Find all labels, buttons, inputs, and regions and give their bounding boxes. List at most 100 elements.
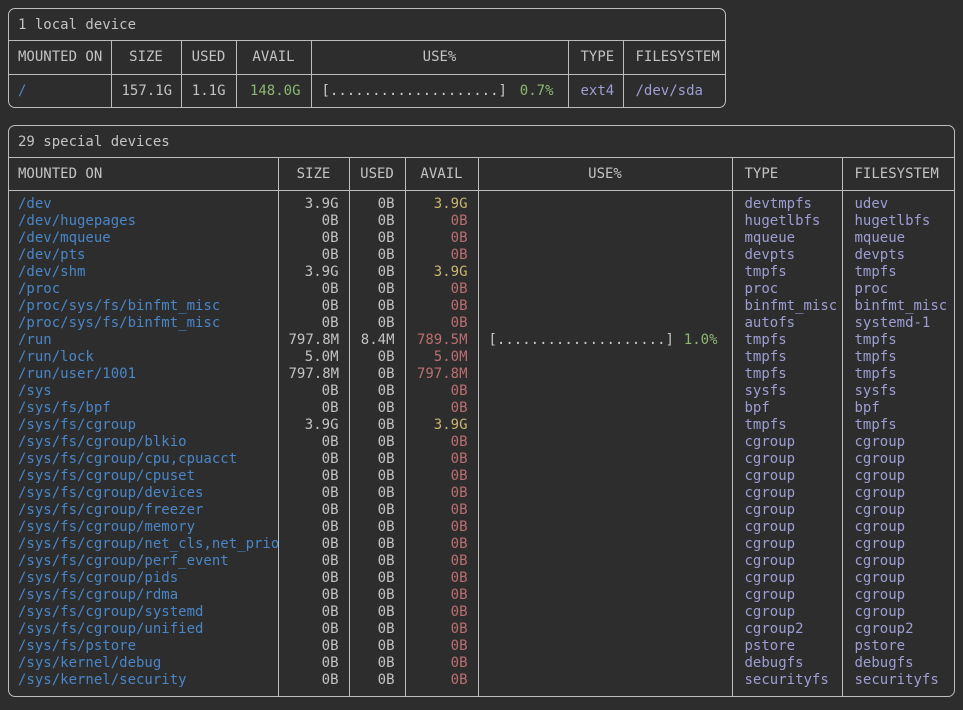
used-cell: 0B <box>348 366 405 383</box>
use-percent-cell <box>477 672 732 696</box>
table-row: /proc/sys/fs/binfmt_misc 0B 0B 0B binfmt_mis… <box>9 298 954 315</box>
filesystem-cell: cgroup <box>841 485 954 502</box>
mounted-on-cell: /run <box>18 332 52 348</box>
mounted-on-cell: /dev <box>18 196 52 212</box>
use-percent-cell <box>477 247 732 264</box>
table-row: /sys/fs/cgroup/cpu,cpuacct 0B 0B 0B cgroup cg… <box>9 451 954 468</box>
table-row: /sys/fs/cgroup/cpuset 0B 0B 0B cgroup cgroup <box>9 468 954 485</box>
used-cell: 0B <box>348 655 405 672</box>
table-row: /run/lock 5.0M 0B 5.0M tmpfs tmpfs <box>9 349 954 366</box>
table-row: /proc 0B 0B 0B proc proc <box>9 281 954 298</box>
filesystem-cell: mqueue <box>841 230 954 247</box>
avail-cell: 0B <box>404 315 478 332</box>
used-cell: 0B <box>348 298 405 315</box>
table-row: /sys/fs/cgroup/perf_event 0B 0B 0B cgroup cgr… <box>9 553 954 570</box>
table-row: /sys/fs/cgroup/systemd 0B 0B 0B cgroup cgroup <box>9 604 954 621</box>
type-cell: ext4 <box>567 74 623 107</box>
use-percent-cell <box>477 213 732 230</box>
avail-cell: 0B <box>404 434 478 451</box>
used-cell: 0B <box>348 502 405 519</box>
size-cell: 0B <box>277 383 349 400</box>
table-row: /sys 0B 0B 0B sysfs sysfs <box>9 383 954 400</box>
avail-cell: 3.9G <box>404 190 478 213</box>
avail-cell: 0B <box>404 281 478 298</box>
used-cell: 0B <box>348 230 405 247</box>
column-header-used: USED <box>348 157 405 191</box>
avail-cell: 0B <box>404 621 478 638</box>
type-cell: hugetlbfs <box>731 213 842 230</box>
mounted-on-cell: / <box>18 82 27 99</box>
type-cell: cgroup <box>731 536 842 553</box>
type-cell: devpts <box>731 247 842 264</box>
use-percent-cell <box>477 281 732 298</box>
mounted-on-cell: /proc/sys/fs/binfmt_misc <box>18 315 221 331</box>
table-title: 1 local device <box>9 9 725 41</box>
table-row: /sys/kernel/debug 0B 0B 0B debugfs debugfs <box>9 655 954 672</box>
mounted-on-cell: /sys/fs/cgroup <box>18 417 137 433</box>
filesystem-cell: tmpfs <box>841 332 954 349</box>
mounted-on-cell: /proc/sys/fs/binfmt_misc <box>18 298 221 314</box>
avail-cell: 0B <box>404 451 478 468</box>
type-cell: cgroup <box>731 485 842 502</box>
use-percent-cell <box>477 536 732 553</box>
type-cell: devtmpfs <box>731 190 842 213</box>
device-table: MOUNTED ON SIZE USED AVAIL USE% TYPE FILESYSTE… <box>9 157 954 696</box>
size-cell: 0B <box>277 638 349 655</box>
table-row: /run/user/1001 797.8M 0B 797.8M tmpfs tmpfs <box>9 366 954 383</box>
mounted-on-cell: /sys <box>18 383 52 399</box>
filesystem-cell: udev <box>841 190 954 213</box>
size-cell: 0B <box>277 570 349 587</box>
type-cell: cgroup <box>731 519 842 536</box>
mounted-on-cell: /sys/fs/cgroup/pids <box>18 570 179 586</box>
used-cell: 0B <box>348 638 405 655</box>
used-cell: 0B <box>348 383 405 400</box>
used-cell: 8.4M <box>348 332 405 349</box>
type-cell: pstore <box>731 638 842 655</box>
type-cell: mqueue <box>731 230 842 247</box>
used-cell: 0B <box>348 553 405 570</box>
table-row: /dev/mqueue 0B 0B 0B mqueue mqueue <box>9 230 954 247</box>
size-cell: 0B <box>277 502 349 519</box>
size-cell: 0B <box>277 298 349 315</box>
avail-cell: 0B <box>404 298 478 315</box>
avail-cell: 0B <box>404 230 478 247</box>
size-cell: 0B <box>277 434 349 451</box>
use-percent-cell <box>477 587 732 604</box>
filesystem-cell: /dev/sda <box>622 74 725 107</box>
type-cell: cgroup <box>731 451 842 468</box>
filesystem-cell: hugetlbfs <box>841 213 954 230</box>
type-cell: sysfs <box>731 383 842 400</box>
mounted-on-cell: /sys/kernel/security <box>18 672 187 688</box>
type-cell: cgroup <box>731 502 842 519</box>
avail-cell: 0B <box>404 638 478 655</box>
filesystem-cell: pstore <box>841 638 954 655</box>
size-cell: 0B <box>277 553 349 570</box>
use-percent-cell <box>477 190 732 213</box>
use-percent-cell <box>477 570 732 587</box>
filesystem-cell: binfmt_misc <box>841 298 954 315</box>
type-cell: bpf <box>731 400 842 417</box>
header-row: MOUNTED ON SIZE USED AVAIL USE% TYPE FILESYSTE… <box>9 41 725 75</box>
used-cell: 0B <box>348 485 405 502</box>
type-cell: proc <box>731 281 842 298</box>
special-devices-table: 29 special devices MOUNTED ON SIZE USED AVA… <box>8 124 955 697</box>
avail-cell: 0B <box>404 655 478 672</box>
avail-cell: 789.5M <box>404 332 478 349</box>
filesystem-cell: tmpfs <box>841 349 954 366</box>
table-row: / 157.1G 1.1G 148.0G [....................] 0… <box>9 74 725 107</box>
mounted-on-cell: /sys/fs/cgroup/blkio <box>18 434 187 450</box>
column-header-used: USED <box>180 41 236 75</box>
size-cell: 0B <box>277 485 349 502</box>
mounted-on-cell: /run/lock <box>18 349 94 365</box>
avail-cell: 0B <box>404 570 478 587</box>
avail-cell: 0B <box>404 672 478 696</box>
used-cell: 0B <box>348 519 405 536</box>
column-header-filesystem: FILESYSTEM <box>622 41 725 75</box>
mounted-on-cell: /run/user/1001 <box>18 366 137 382</box>
avail-cell: 0B <box>404 502 478 519</box>
mounted-on-cell: /dev/mqueue <box>18 230 111 246</box>
used-cell: 0B <box>348 536 405 553</box>
type-cell: cgroup <box>731 604 842 621</box>
table-row: /proc/sys/fs/binfmt_misc 0B 0B 0B autofs syst… <box>9 315 954 332</box>
avail-cell: 0B <box>404 604 478 621</box>
